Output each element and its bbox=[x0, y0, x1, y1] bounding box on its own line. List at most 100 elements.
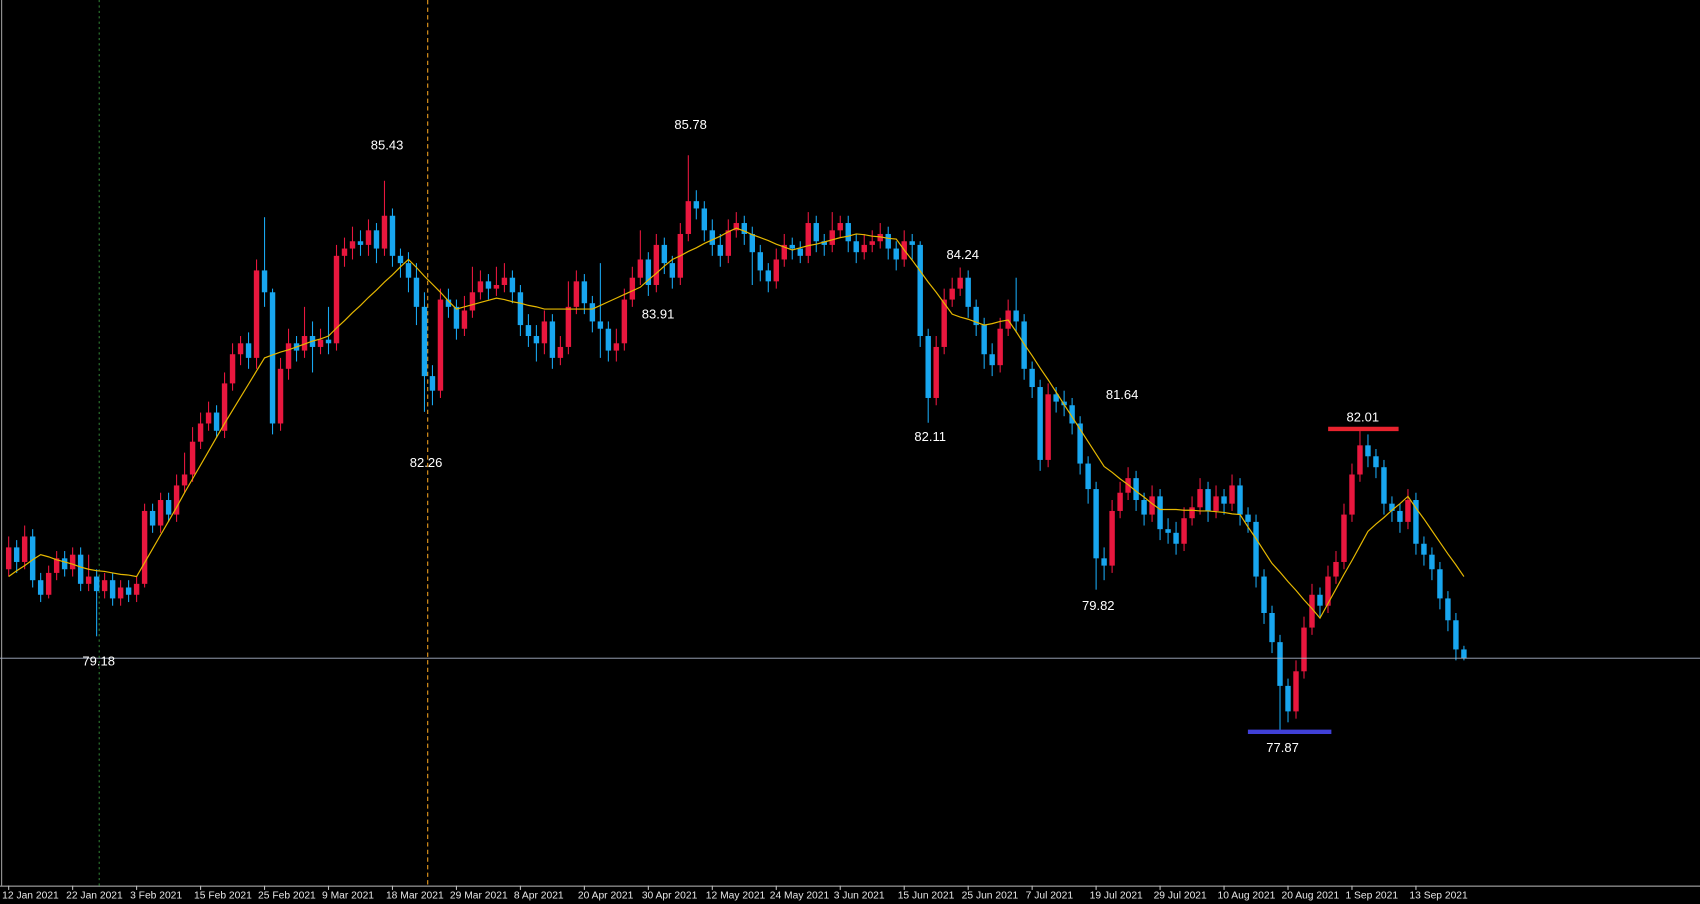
candle-body bbox=[1037, 387, 1043, 460]
candle-body bbox=[1157, 496, 1163, 530]
candle-body bbox=[1301, 627, 1307, 672]
candle-body bbox=[1069, 405, 1075, 424]
candle-body bbox=[1133, 478, 1139, 501]
candle-body bbox=[469, 292, 476, 311]
candle-body bbox=[277, 368, 284, 424]
candle-body bbox=[1229, 485, 1235, 504]
candle-body bbox=[789, 244, 795, 249]
candle-body bbox=[133, 583, 140, 595]
candle-body bbox=[245, 343, 252, 358]
candle-body bbox=[781, 244, 787, 260]
price-label: 77.87 bbox=[1266, 740, 1299, 755]
candle-body bbox=[1141, 500, 1147, 515]
price-label: 81.64 bbox=[1106, 387, 1139, 402]
candle-body bbox=[413, 277, 420, 307]
candle-body bbox=[557, 346, 564, 358]
candle-body bbox=[1013, 310, 1019, 322]
candle-body bbox=[949, 288, 955, 300]
candle-body bbox=[765, 270, 771, 282]
candle-body bbox=[533, 336, 540, 344]
candle-body bbox=[653, 244, 660, 285]
candle-body bbox=[261, 270, 268, 293]
moving-average bbox=[8, 227, 1465, 620]
candle-body bbox=[357, 241, 364, 245]
candle-body bbox=[1421, 543, 1427, 555]
candle-body bbox=[117, 587, 124, 599]
price-label: 85.43 bbox=[371, 138, 404, 153]
candle-body bbox=[1253, 521, 1259, 577]
candle-body bbox=[253, 270, 260, 358]
candle-body bbox=[1029, 368, 1035, 388]
candle-body bbox=[381, 215, 388, 249]
candle-body bbox=[1381, 467, 1387, 504]
candle-body bbox=[661, 244, 668, 264]
candle-body bbox=[173, 485, 180, 515]
candle-body bbox=[1045, 394, 1051, 460]
candle-body bbox=[437, 299, 444, 391]
candle-body bbox=[461, 310, 468, 329]
candle-body bbox=[349, 241, 356, 249]
candle-body bbox=[717, 244, 724, 256]
candle-body bbox=[149, 510, 156, 526]
candle-body bbox=[389, 215, 396, 256]
candle-body bbox=[1325, 576, 1331, 606]
candle-body bbox=[1205, 489, 1211, 511]
candle-body bbox=[1197, 489, 1203, 508]
candle-body bbox=[605, 328, 612, 351]
candle-body bbox=[853, 241, 859, 253]
x-tick-label: 1 Sep 2021 bbox=[1345, 891, 1398, 902]
candle-body bbox=[1413, 500, 1419, 544]
candle-body bbox=[61, 558, 68, 570]
candle-body bbox=[1181, 518, 1187, 544]
candle-body bbox=[157, 500, 164, 526]
candle-body bbox=[581, 281, 588, 304]
x-tick-label: 12 Jan 2021 bbox=[2, 891, 59, 902]
candle-body bbox=[1261, 576, 1267, 613]
candle-body bbox=[181, 474, 188, 486]
candle-body bbox=[1093, 489, 1099, 559]
candle-body bbox=[1165, 529, 1171, 533]
x-tick-label: 22 Jan 2021 bbox=[66, 891, 123, 902]
candle-body bbox=[941, 299, 947, 347]
candle-body bbox=[549, 321, 556, 358]
candle-body bbox=[429, 376, 436, 391]
candle-body bbox=[845, 223, 851, 242]
candle-body bbox=[637, 259, 644, 278]
candle-body bbox=[1445, 598, 1451, 621]
candle-body bbox=[5, 547, 12, 570]
candle-body bbox=[1309, 594, 1315, 628]
candle-body bbox=[973, 306, 979, 326]
candle-body bbox=[1285, 685, 1291, 712]
x-tick-label: 19 Jul 2021 bbox=[1090, 891, 1143, 902]
candle-body bbox=[101, 580, 108, 592]
candle-body bbox=[141, 510, 148, 584]
candle-body bbox=[1077, 423, 1083, 464]
candle-body bbox=[933, 346, 939, 398]
candle-body bbox=[1333, 561, 1339, 577]
candle-body bbox=[885, 233, 891, 249]
candle-body bbox=[749, 233, 755, 253]
candle-body bbox=[613, 343, 620, 351]
x-tick-label: 3 Feb 2021 bbox=[130, 891, 182, 902]
candle-body bbox=[573, 281, 580, 307]
candle-body bbox=[485, 281, 492, 289]
x-tick-label: 25 Feb 2021 bbox=[258, 891, 316, 902]
candle-body bbox=[1053, 394, 1059, 402]
candle-body bbox=[509, 277, 516, 293]
candle-body bbox=[589, 303, 596, 322]
candle-body bbox=[269, 292, 276, 424]
candle-body bbox=[37, 580, 44, 595]
candle-body bbox=[805, 223, 811, 256]
candle-body bbox=[501, 277, 508, 285]
candle-body bbox=[797, 248, 803, 256]
candle-body bbox=[821, 241, 827, 245]
candle-body bbox=[109, 580, 116, 599]
candle-body bbox=[1357, 445, 1363, 475]
candle-body bbox=[829, 230, 835, 245]
candle-body bbox=[237, 343, 244, 355]
candle-body bbox=[645, 259, 652, 285]
candle-body bbox=[1317, 594, 1323, 606]
candle-body bbox=[565, 306, 572, 347]
candle-body bbox=[861, 244, 867, 253]
